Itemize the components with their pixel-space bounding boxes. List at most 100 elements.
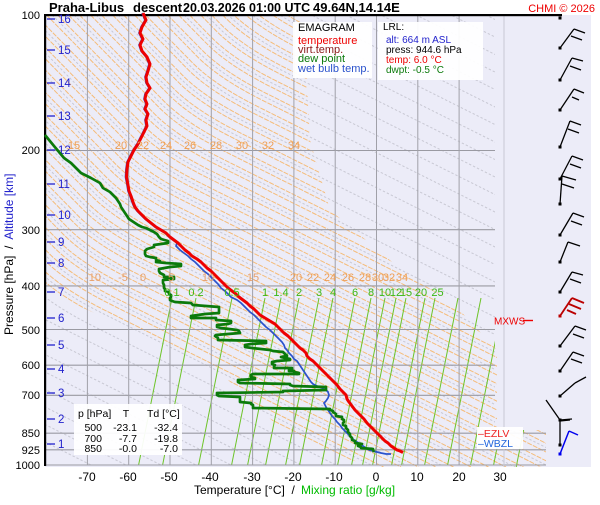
svg-text:-7.0: -7.0	[160, 443, 178, 455]
svg-text:press: 944.6 hPa: press: 944.6 hPa	[386, 45, 462, 56]
svg-text:100: 100	[22, 10, 40, 22]
svg-text:850: 850	[84, 443, 102, 455]
svg-text:wet bulb temp.: wet bulb temp.	[297, 63, 370, 75]
svg-text:7: 7	[58, 287, 64, 299]
svg-text:22: 22	[137, 140, 149, 152]
svg-text:temperature: temperature	[298, 35, 357, 47]
svg-text:0: 0	[140, 272, 146, 284]
svg-text:20: 20	[290, 272, 302, 284]
svg-text:-7.7: -7.7	[119, 433, 137, 445]
svg-text:6: 6	[352, 287, 358, 299]
svg-text:22: 22	[307, 272, 319, 284]
svg-text:virt.temp.: virt.temp.	[298, 44, 343, 56]
svg-text:descent: descent	[133, 0, 183, 15]
svg-text:32: 32	[383, 272, 395, 284]
svg-text:300: 300	[22, 225, 40, 237]
svg-text:-0.0: -0.0	[119, 443, 137, 455]
svg-text:925: 925	[22, 445, 40, 457]
svg-text:10: 10	[202, 272, 214, 284]
svg-text:8: 8	[58, 258, 64, 270]
svg-text:1: 1	[58, 439, 64, 451]
svg-text:EMAGRAM: EMAGRAM	[298, 22, 355, 34]
svg-text:temp: 6.0 °C: temp: 6.0 °C	[386, 55, 442, 66]
svg-text:26: 26	[184, 140, 196, 152]
svg-text:-70: -70	[78, 470, 96, 484]
svg-text:12: 12	[390, 287, 402, 299]
svg-text:24: 24	[160, 140, 172, 152]
svg-text:LRL:: LRL:	[383, 22, 404, 33]
svg-text:alt: 664 m ASL: alt: 664 m ASL	[386, 35, 451, 46]
svg-text:30: 30	[236, 140, 248, 152]
svg-text:CHMI © 2026: CHMI © 2026	[528, 3, 595, 15]
svg-text:700: 700	[84, 433, 102, 445]
svg-text:10: 10	[58, 210, 71, 222]
svg-text:–WBZL: –WBZL	[478, 438, 513, 450]
svg-text:11: 11	[58, 179, 70, 191]
svg-text:14: 14	[58, 78, 71, 90]
svg-text:0.1: 0.1	[164, 287, 179, 299]
svg-text:5: 5	[58, 340, 64, 352]
svg-text:49.64N,14.14E: 49.64N,14.14E	[313, 0, 400, 15]
svg-text:-20: -20	[284, 470, 302, 484]
svg-text:0: 0	[373, 470, 380, 484]
svg-text:28: 28	[359, 272, 371, 284]
svg-text:Td [°C]: Td [°C]	[147, 408, 180, 420]
svg-text:34: 34	[288, 140, 300, 152]
svg-text:20: 20	[452, 470, 466, 484]
svg-text:2: 2	[296, 287, 302, 299]
svg-text:24: 24	[324, 272, 336, 284]
svg-text:20: 20	[415, 287, 427, 299]
svg-text:Temperature [°C] /: Temperature [°C] /	[194, 483, 296, 497]
svg-text:4: 4	[58, 364, 65, 376]
svg-text:dwpt: -0.5 °C: dwpt: -0.5 °C	[386, 65, 444, 76]
svg-text:1.4: 1.4	[273, 287, 288, 299]
svg-text:20: 20	[115, 140, 127, 152]
svg-text:3: 3	[316, 287, 322, 299]
svg-text:15: 15	[68, 140, 80, 152]
svg-text:500: 500	[22, 325, 40, 337]
svg-text:-23.1: -23.1	[113, 422, 137, 434]
svg-text:30: 30	[372, 272, 384, 284]
svg-text:8: 8	[368, 287, 374, 299]
svg-text:28: 28	[210, 140, 222, 152]
svg-text:4: 4	[330, 287, 336, 299]
svg-text:-5: -5	[118, 272, 128, 284]
svg-text:13: 13	[58, 111, 71, 123]
svg-text:0.5: 0.5	[224, 287, 239, 299]
svg-text:3: 3	[58, 388, 64, 400]
svg-text:10: 10	[410, 470, 424, 484]
svg-text:9: 9	[58, 237, 64, 249]
svg-text:700: 700	[22, 390, 40, 402]
svg-text:p [hPa]: p [hPa]	[78, 408, 111, 420]
svg-text:–EZLV: –EZLV	[478, 428, 509, 440]
svg-text:30: 30	[493, 470, 507, 484]
svg-text:850: 850	[22, 428, 40, 440]
svg-text:MXWS: MXWS	[494, 317, 525, 328]
svg-text:15: 15	[400, 287, 412, 299]
svg-text:-32.4: -32.4	[154, 422, 178, 434]
svg-text:dew point: dew point	[298, 53, 345, 65]
svg-text:0.2: 0.2	[188, 287, 203, 299]
svg-text:15: 15	[58, 45, 71, 57]
svg-text:1: 1	[262, 287, 268, 299]
svg-text:-30: -30	[243, 470, 261, 484]
svg-text:25: 25	[431, 287, 443, 299]
svg-text:-19.8: -19.8	[154, 433, 178, 445]
svg-text:32: 32	[262, 140, 274, 152]
svg-text:600: 600	[22, 360, 40, 372]
svg-text:20.03.2026 01:00 UTC: 20.03.2026 01:00 UTC	[183, 1, 310, 15]
svg-text:500: 500	[84, 422, 102, 434]
svg-text:16: 16	[58, 14, 71, 26]
svg-text:-50: -50	[160, 470, 178, 484]
svg-text:Mixing ratio [g/kg]: Mixing ratio [g/kg]	[301, 483, 395, 497]
svg-text:200: 200	[22, 145, 40, 157]
svg-text:400: 400	[22, 281, 40, 293]
svg-text:1000: 1000	[16, 460, 40, 472]
svg-text:Praha-Libus: Praha-Libus	[49, 0, 124, 15]
svg-text:-60: -60	[119, 470, 137, 484]
svg-text:Pressure [hPa] / Altitude [k: Pressure [hPa] / Altitude [km]	[2, 174, 16, 335]
svg-text:34: 34	[396, 272, 408, 284]
svg-text:5: 5	[168, 272, 174, 284]
svg-text:-10: -10	[85, 272, 101, 284]
svg-text:T: T	[123, 408, 130, 420]
